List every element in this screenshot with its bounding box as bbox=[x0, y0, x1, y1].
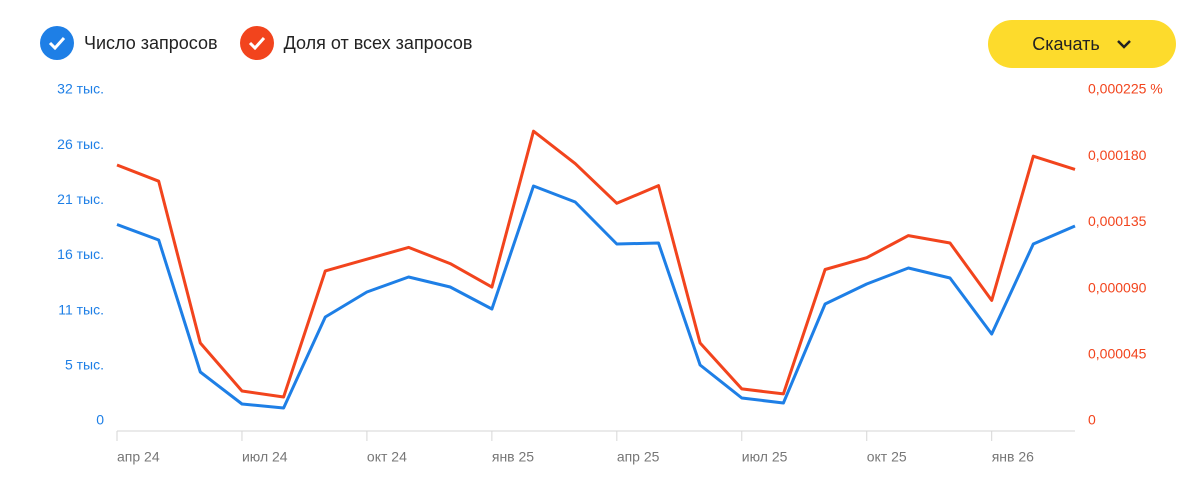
x-tick-label: июл 24 bbox=[242, 449, 288, 465]
y2-tick-label: 0,000045 bbox=[1088, 346, 1147, 362]
y-tick-label: 32 тыс. bbox=[57, 81, 104, 97]
series-line bbox=[116, 184, 1076, 410]
y-tick-label: 16 тыс. bbox=[57, 246, 104, 262]
legend: Число запросов Доля от всех запросов bbox=[40, 26, 472, 60]
y-tick-label: 26 тыс. bbox=[57, 136, 104, 152]
x-tick-label: окт 25 bbox=[867, 449, 907, 465]
series-line bbox=[116, 129, 1076, 399]
x-tick-label: апр 25 bbox=[617, 449, 660, 465]
legend-label: Число запросов bbox=[84, 32, 218, 53]
y2-tick-label: 0,000225 % bbox=[1088, 81, 1163, 97]
y-tick-label: 5 тыс. bbox=[65, 357, 104, 373]
y2-tick-label: 0,000135 bbox=[1088, 213, 1147, 229]
y2-tick-label: 0,000180 bbox=[1088, 147, 1147, 163]
x-tick-label: окт 24 bbox=[367, 449, 407, 465]
legend-checkbox bbox=[40, 26, 74, 60]
x-tick-label: июл 25 bbox=[742, 449, 788, 465]
check-icon bbox=[248, 36, 265, 50]
x-tick-label: янв 25 bbox=[492, 449, 534, 465]
legend-item[interactable]: Число запросов bbox=[40, 26, 218, 60]
legend-item[interactable]: Доля от всех запросов bbox=[239, 26, 473, 60]
legend-checkbox bbox=[239, 26, 274, 60]
y-tick-label: 21 тыс. bbox=[57, 191, 104, 207]
legend-label: Доля от всех запросов bbox=[283, 32, 473, 53]
y-tick-label: 11 тыс. bbox=[58, 301, 104, 317]
download-button[interactable]: Скачать bbox=[988, 20, 1176, 68]
y-tick-label: 0 bbox=[96, 412, 104, 428]
check-icon bbox=[48, 36, 66, 50]
chevron-icon bbox=[1116, 40, 1131, 49]
button-label: Скачать bbox=[1032, 33, 1100, 54]
x-tick-label: апр 24 bbox=[117, 449, 160, 465]
y2-tick-label: 0,000090 bbox=[1088, 279, 1147, 295]
x-tick-label: янв 26 bbox=[992, 449, 1034, 465]
y2-tick-label: 0 bbox=[1088, 412, 1096, 428]
